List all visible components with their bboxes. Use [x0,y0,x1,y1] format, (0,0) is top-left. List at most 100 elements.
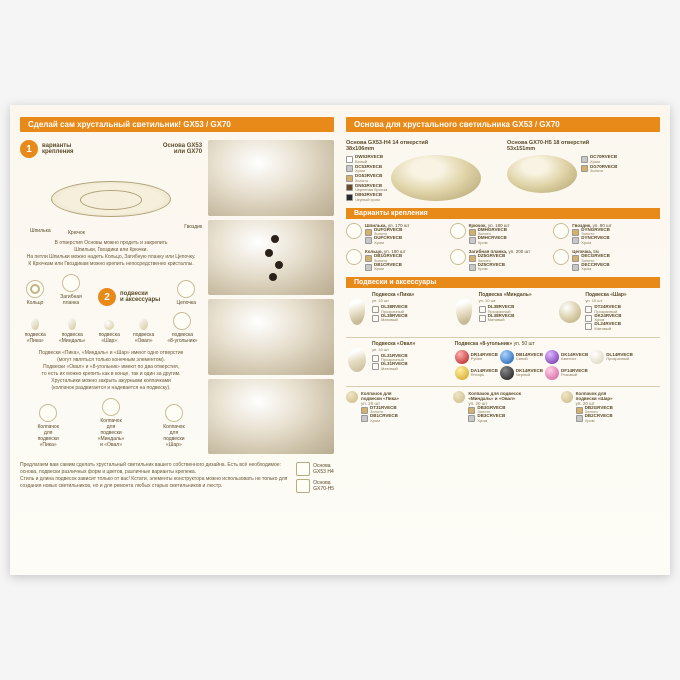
gem-pink [545,366,559,380]
gem-purple [545,350,559,364]
color-swatch [469,264,476,271]
gem-badge: DL14RVECBПрозрачный [590,350,633,364]
pendant-block: Подвеска «Пика» уп. 10 шт DL38RVECBПрозр… [346,292,447,331]
mount-item: Шпилька, уп. 170 шт DUFGRVECBЗолото DUFC… [346,223,446,245]
color-swatch [346,175,353,182]
callout-gvozdik: Гвоздик [184,224,202,230]
color-swatch [479,315,486,322]
cap-icon [453,391,465,403]
color-swatch [572,229,579,236]
swatch-row: DC53RVECBХром [346,165,387,174]
base-ring [51,181,171,217]
gem-badge: DK14RVECBЧерный [500,366,543,380]
cap-pika: Колпачок для подвески «Пика» [37,404,58,448]
swatch-row: DL38RVECBМатовый [372,314,447,323]
mount-icon [553,249,569,265]
pendant-oval: подвеска «Овал» [133,318,154,344]
color-swatch [479,306,486,313]
catalog-spread: Сделай сам хрустальный светильник! GX53 … [10,105,670,575]
mount-item: Цепочка, 5м DECGRVECBЗолото DECCRVECBХро… [553,249,653,271]
footer-badge-gx53: Основа GX53 H4 [296,462,334,476]
cap-row: Колпачок для подвески «Пика» уп. 20 шт D… [346,391,660,423]
step2-badge: 2 [98,288,116,306]
crystal-photo-3 [208,299,334,375]
cap-item: Колпачок для подвески «Шар» уп. 20 шт DB… [561,391,660,423]
pendant-block-oval: Подвеска «Овал» уп. 10 шт DL31RVECBПрозр… [346,341,449,380]
color-swatch [572,255,579,262]
color-swatch [346,184,353,191]
color-swatch [576,415,583,422]
color-swatch [572,264,579,271]
step1-badge: 1 [20,140,38,158]
crystal-photo-4 [208,379,334,455]
callout-shpilka: Шпилька [30,228,51,234]
color-swatch [372,363,379,370]
color-swatch [572,237,579,244]
base1-photo [391,155,481,201]
swatch-row: DC70RVECBХром [581,155,617,164]
swatch-row: DB3CRVECBХром [468,414,521,423]
gem-badge: DK14RVECBАметист [545,350,588,364]
right-title: Основа для хрустального светильника GX53… [346,117,660,132]
description-1: В отверстия Основы можно продеть и закре… [20,240,202,268]
color-swatch [372,315,379,322]
color-swatch [581,165,588,172]
swatch-row: DB53RVECBЧерный хром [346,193,387,202]
color-swatch [468,415,475,422]
color-swatch [585,315,592,322]
color-swatch [468,407,475,414]
base2-swatches: DC70RVECBХром DG70RVECBЗолото [581,155,617,173]
color-swatch [576,407,583,414]
cap-shar: Колпачок для подвески «Шар» [163,404,184,448]
color-swatch [365,264,372,271]
pendant-8ug: подвеска «8-угольник» [167,312,197,344]
section-mounts: Варианты крепления [346,208,660,219]
pendant-pika: подвеска «Пика» [25,318,46,344]
swatch-row: DG53RVECBЗолото [346,174,387,183]
swatch-row: DL31RVECBМатовый [372,362,449,371]
swatch-row: DB2CRVECBХром [576,414,613,423]
pendant-row-2: Подвеска «Овал» уп. 10 шт DL31RVECBПрозр… [346,341,660,380]
gem-badge: DA14RVECBЯнтарь [455,366,498,380]
mount-item: Кольцо, уп. 180 шт DB1GRVECBЗолото DB1CR… [346,249,446,271]
icon-planka: Загибная планка [60,274,82,306]
gem-red [455,350,469,364]
left-page: Сделай сам хрустальный светильник! GX53 … [10,105,340,575]
base1-swatches: DW53RVECBБелый DC53RVECBХром DG53RVECBЗо… [346,155,387,202]
swatch-row: DZ5CRVECBХром [469,263,531,272]
footer-badge-gx70: Основа GX70-H5 [296,479,334,493]
color-swatch [346,194,353,201]
swatch-row: DN53RVECBЧерненая бронза [346,184,387,193]
swatch-row: DL24RVECBМатовый [585,322,660,331]
cap-icon [561,391,573,403]
footer: Предлагаем вам самим сделать хрустальный… [20,462,334,493]
icon-tsepochka: Цепочка [176,280,196,306]
color-swatch [365,237,372,244]
color-swatch [365,255,372,262]
color-swatch [361,415,368,422]
caps-row: Колпачок для подвески «Пика» Колпачок дл… [20,398,202,448]
mount-icon [450,223,466,239]
right-page: Основа для хрустального светильника GX53… [340,105,670,575]
crystal-photo-1 [208,140,334,216]
color-swatch [346,156,353,163]
callout-kryuchok: Крючок [68,230,85,236]
crystal-photo-column [208,140,334,454]
color-swatch [365,229,372,236]
swatch-row: DB1CRVECBХром [365,263,406,272]
pendant-block: Подвеска «Шар» уп. 10 шт DT24RVECBПрозра… [559,292,660,331]
cap-item: Колпачок для подвески «Пика» уп. 20 шт D… [346,391,445,423]
cap-icon [346,391,358,403]
gem-clear [590,350,604,364]
swatch-row: DB1CRVECBХром [361,414,399,423]
icon-koltso: Кольцо [26,280,44,306]
mount-icons-row: Кольцо Загибная планка 2подвески и аксес… [20,274,202,306]
mount-grid: Шпилька, уп. 170 шт DUFGRVECBЗолото DUFC… [346,223,660,272]
cap-mindal: Колпачок для подвески «Миндаль» и «Овал» [98,398,125,448]
bases-section: Основа GX53-H4 14 отверстий 38x106mm DW5… [346,140,660,202]
crystal-photo-2 [208,220,334,296]
gem-badge: DR14RVECBРубин [455,350,498,364]
pendant-block: Подвеска «Миндаль» уп. 10 шт DL38RVECBПр… [453,292,554,331]
color-swatch [469,255,476,262]
mount-icon [346,223,362,239]
